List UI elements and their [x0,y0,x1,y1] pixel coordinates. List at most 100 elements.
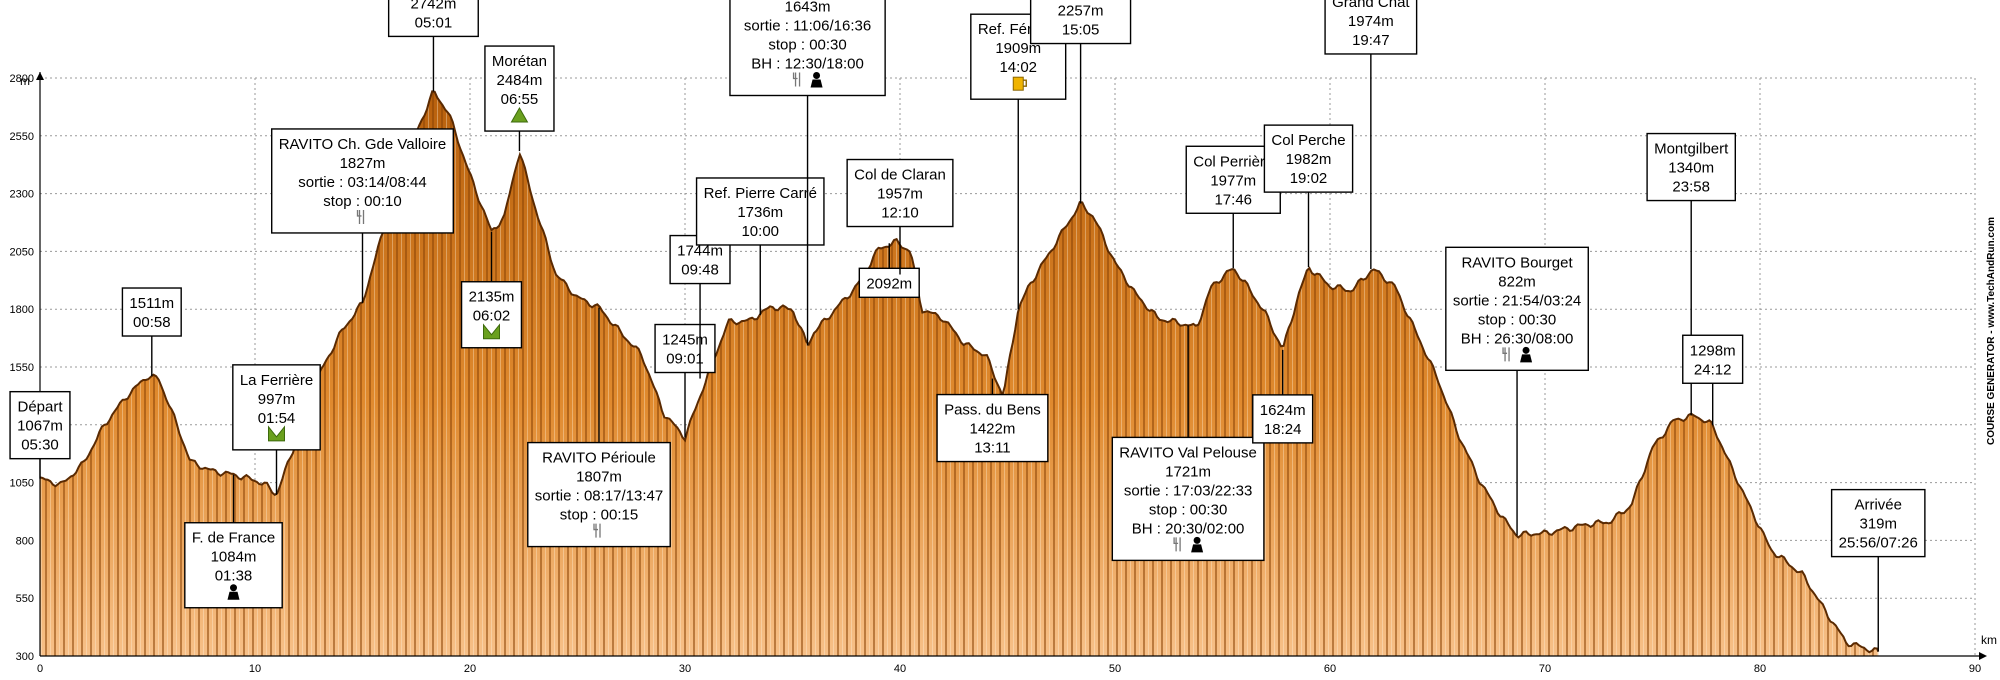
waypoint-label-box [1445,246,1589,372]
y-tick-label: 800 [16,535,34,547]
watermark-text: COURSE GENERATOR - www.TechAndRun.com [1986,217,1997,445]
waypoint-label-line: Col Perche [1271,132,1345,149]
waypoint-label-line: 23:58 [1672,179,1710,196]
waypoint-label-line: 1974m [1348,13,1394,30]
waypoint-label-line: 06:55 [501,91,539,108]
x-tick-label: 50 [1109,663,1121,675]
x-tick-label: 90 [1969,663,1981,675]
y-tick-label: 2050 [10,246,34,258]
fork-icon [792,72,801,87]
y-tick-label: 1050 [10,478,34,490]
waypoint-label-line: RAVITO Périoule [542,450,656,467]
waypoint-label-line: Col Arpingon [1038,0,1124,1]
fork-icon [1502,347,1510,362]
waypoint-label-line: 12:10 [881,205,919,222]
waypoint-label-line: La Ferrière [240,372,313,389]
waypoint-label-line: stop : 00:30 [1149,501,1227,518]
fork-icon [1173,537,1181,552]
waypoint-label-box [1252,394,1314,444]
waypoint-label-box [1830,488,1926,558]
person-icon [810,71,823,88]
waypoint-marker: Montgilbert 1340m 23:58 [1646,132,1737,416]
waypoint-label-line: 1340m [1668,160,1714,177]
waypoint-label-box [1324,0,1418,55]
waypoint-label-line: 1807m [576,469,622,486]
waypoint-marker: 1511m 00:58 [121,287,182,377]
waypoint-label-line: BH : 26:30/08:00 [1461,330,1574,347]
waypoint-label-line: 06:02 [473,308,511,325]
waypoint-label-line: 822m [1498,273,1536,290]
waypoint-label-line: RAVITO Ch. Gde Valloire [279,136,447,153]
y-tick-label: 550 [16,593,34,605]
waypoint-label-box [1111,436,1265,562]
waypoint-label-line: Col de Claran [854,167,946,184]
waypoint-label-line: BH : 20:30/02:00 [1132,520,1245,537]
waypoint-label-box [232,364,321,451]
waypoint-label-line: 2484m [497,72,543,89]
x-tick-label: 70 [1539,663,1551,675]
axes: 3005508001050130015501800205023002550280… [10,72,1987,675]
waypoint-marker: RAVITO Val Pelouse 1721m sortie : 17:03/22… [1111,325,1265,562]
waypoint-label-line: 997m [258,391,296,408]
waypoint-label-line: Arrivée [1854,497,1902,514]
waypoint-label-box [9,390,71,460]
waypoint-label-line: 19:02 [1290,170,1328,187]
waypoint-marker: RAVITO Ch. Gde Valloire 1827m sortie : 03:… [271,128,454,303]
waypoint-label-line: 00:58 [133,314,171,331]
waypoint-label-line: 1736m [737,204,783,221]
x-tick-label: 10 [249,663,261,675]
waypoint-marker: Col Perche 1982m 19:02 [1263,124,1354,268]
x-tick-label: 40 [894,663,906,675]
waypoint-label-box [858,267,920,299]
waypoint-marker: Départ 1067m 05:30 [9,390,71,479]
fork-icon [593,523,601,538]
waypoint-label-line: stop : 00:15 [560,507,638,524]
waypoint-marker: Col Arpingon 2257m 15:05 [1029,0,1132,204]
waypoint-marker: Arrivée 319m 25:56/07:26 [1830,488,1926,652]
waypoint-label-line: 1298m [1690,342,1736,359]
peak-icon [510,107,529,123]
waypoint-label-line: 17:46 [1214,191,1252,208]
waypoint-label-box [271,128,454,234]
waypoint-label-box [1029,0,1132,45]
waypoint-marker: Col Valloire2742m05:01 [387,0,479,92]
waypoint-marker: RAVITO Périoule 1807m sortie : 08:17/13:47… [527,307,671,548]
y-tick-label: 2300 [10,189,34,201]
y-tick-label: 1800 [10,304,34,316]
person-icon [1520,346,1533,363]
y-axis-arrow [36,72,44,80]
fork-icon [356,209,365,224]
waypoint-label-line: 1624m [1260,402,1306,419]
waypoint-label-line: 2135m [469,289,515,306]
person-icon [1191,536,1204,553]
waypoint-label-line: 14:02 [999,59,1037,76]
waypoint-label-line: 1977m [1210,172,1256,189]
waypoint-label-line: 13:11 [974,440,1010,457]
waypoint-label-line: 10:00 [741,223,779,240]
waypoint-label-line: 1067m [17,418,63,435]
waypoint-label-line: 319m [1859,516,1897,533]
waypoint-label-line: Ref. Pierre Carré [704,185,817,202]
waypoint-marker: Col de Claran 1957m 12:10 [846,158,954,275]
waypoint-label-box [387,0,479,38]
waypoint-label-line: 1744m [677,243,723,260]
waypoint-label-line: 01:38 [215,568,253,585]
waypoint-marker: Grand Chat 1974m 19:47 [1324,0,1418,269]
waypoint-marker: 2092m [858,243,920,299]
waypoint-label-line: 1827m [340,155,386,172]
waypoint-label-line: 1422m [970,421,1016,438]
waypoint-label-line: Départ [17,399,63,416]
waypoint-label-line: 2257m [1058,3,1104,20]
waypoint-label-line: Pass. du Bens [944,402,1041,419]
waypoint-label-line: sortie : 03:14/08:44 [298,174,426,191]
x-tick-label: 0 [37,663,43,675]
waypoint-label-line: 09:48 [681,262,719,279]
waypoint-label-line: stop : 00:10 [323,193,401,210]
waypoint-label-box [527,441,671,548]
x-tick-label: 30 [679,663,691,675]
waypoint-marker: Ref. Pierre Carré 1736m 10:00 [695,177,825,315]
waypoint-label-line: 18:24 [1264,421,1302,438]
waypoint-label-line: 1084m [211,549,257,566]
waypoint-marker: 1624m 18:24 [1252,349,1314,444]
waypoint-label-line: sortie : 21:54/03:24 [1453,292,1581,309]
